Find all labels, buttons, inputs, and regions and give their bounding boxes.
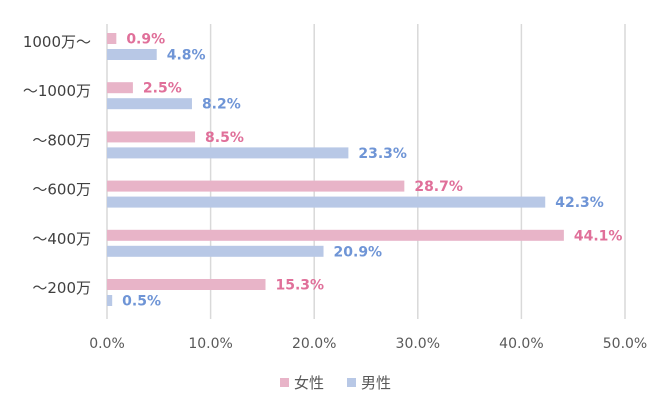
data-label: 20.9% — [334, 244, 383, 260]
y-category-label: 〜600万 — [32, 181, 91, 199]
bar-female — [107, 180, 405, 192]
data-label: 15.3% — [276, 278, 325, 294]
bar-male — [107, 49, 157, 60]
data-label: 23.3% — [358, 146, 407, 162]
x-tick-label: 30.0% — [396, 336, 440, 352]
y-category-label: 1000万〜 — [23, 33, 91, 51]
data-label: 44.1% — [574, 228, 623, 244]
y-category-label: 〜400万 — [32, 230, 91, 248]
y-category-label: 〜1000万 — [23, 82, 91, 100]
data-labels: 0.9%4.8% 2.5% 8.2% 8.5% 23.3% 28.7% 42.3% 44.1%… — [122, 32, 622, 310]
legend: 女性 男性 — [280, 374, 391, 392]
x-tick-label: 10.0% — [188, 336, 232, 352]
bar-female — [107, 33, 117, 44]
bar-male — [107, 147, 349, 159]
data-label: 28.7% — [414, 179, 463, 195]
data-label: 42.3% — [555, 195, 604, 211]
data-label: 8.2% — [202, 97, 241, 113]
value-axis: 0.0% 10.0% 20.0% 30.0% 40.0% 50.0% — [89, 336, 647, 352]
bar-female — [107, 82, 133, 94]
legend-swatch — [280, 378, 289, 387]
legend-label: 男性 — [361, 374, 391, 392]
y-category-label: 〜800万 — [32, 131, 91, 149]
x-tick-label: 0.0% — [89, 336, 125, 352]
bar-male — [107, 98, 192, 110]
bar-male — [107, 295, 113, 306]
bars — [107, 33, 564, 306]
x-tick-label: 20.0% — [292, 336, 336, 352]
bar-male — [107, 245, 324, 257]
gridlines — [106, 24, 626, 319]
data-label: 0.9% — [126, 32, 165, 48]
legend-swatch — [347, 378, 356, 387]
x-tick-label: 40.0% — [499, 336, 543, 352]
bar-female — [107, 279, 266, 290]
data-label: 8.5% — [205, 130, 244, 146]
bar-female — [107, 131, 196, 143]
data-label: 4.8% — [167, 48, 206, 64]
data-label: 2.5% — [143, 81, 182, 97]
legend-label: 女性 — [294, 374, 324, 392]
category-axis: 1000万〜〜1000万〜800万〜600万〜400万〜200万 — [23, 33, 91, 297]
bar-female — [107, 229, 564, 241]
bar-male — [107, 196, 546, 208]
data-label: 0.5% — [122, 294, 161, 310]
x-tick-label: 50.0% — [603, 336, 647, 352]
y-category-label: 〜200万 — [32, 279, 91, 297]
